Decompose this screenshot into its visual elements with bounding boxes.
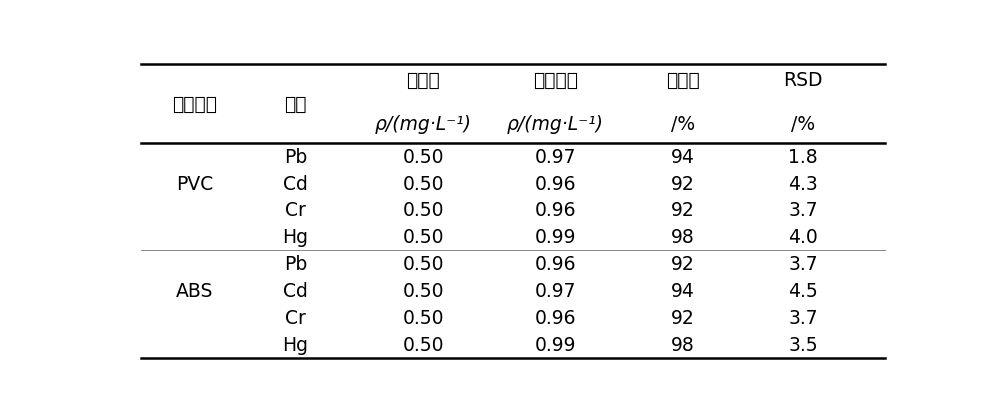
Text: 92: 92 — [671, 254, 695, 274]
Text: 0.50: 0.50 — [403, 201, 444, 220]
Text: 4.3: 4.3 — [788, 174, 818, 193]
Text: Hg: Hg — [283, 335, 308, 354]
Text: 0.96: 0.96 — [534, 308, 576, 327]
Text: 0.50: 0.50 — [403, 174, 444, 193]
Text: Cr: Cr — [285, 201, 306, 220]
Text: 4.5: 4.5 — [788, 281, 818, 300]
Text: 0.96: 0.96 — [534, 201, 576, 220]
Text: RSD: RSD — [783, 71, 823, 90]
Text: Pb: Pb — [284, 254, 307, 274]
Text: 0.99: 0.99 — [534, 228, 576, 247]
Text: Hg: Hg — [283, 228, 308, 247]
Text: 0.50: 0.50 — [403, 308, 444, 327]
Text: ρ/(mg·L⁻¹): ρ/(mg·L⁻¹) — [507, 115, 604, 134]
Text: 94: 94 — [671, 148, 695, 166]
Text: 3.5: 3.5 — [788, 335, 818, 354]
Text: 0.96: 0.96 — [534, 254, 576, 274]
Text: 3.7: 3.7 — [788, 201, 818, 220]
Text: 0.50: 0.50 — [403, 281, 444, 300]
Text: 0.96: 0.96 — [534, 174, 576, 193]
Text: Pb: Pb — [284, 148, 307, 166]
Text: 98: 98 — [671, 335, 695, 354]
Text: /%: /% — [791, 115, 815, 134]
Text: 0.97: 0.97 — [534, 281, 576, 300]
Text: ρ/(mg·L⁻¹): ρ/(mg·L⁻¹) — [375, 115, 472, 134]
Text: 0.50: 0.50 — [403, 228, 444, 247]
Text: PVC: PVC — [176, 174, 213, 193]
Text: ABS: ABS — [176, 281, 213, 300]
Text: 3.7: 3.7 — [788, 308, 818, 327]
Text: 94: 94 — [671, 281, 695, 300]
Text: Cd: Cd — [283, 174, 308, 193]
Text: /%: /% — [671, 115, 695, 134]
Text: 4.0: 4.0 — [788, 228, 818, 247]
Text: 98: 98 — [671, 228, 695, 247]
Text: 0.50: 0.50 — [403, 335, 444, 354]
Text: 测定总値: 测定总値 — [533, 71, 578, 90]
Text: 1.8: 1.8 — [788, 148, 818, 166]
Text: 92: 92 — [671, 308, 695, 327]
Text: 样品名称: 样品名称 — [172, 95, 217, 114]
Text: 0.99: 0.99 — [534, 335, 576, 354]
Text: 0.50: 0.50 — [403, 254, 444, 274]
Text: 0.97: 0.97 — [534, 148, 576, 166]
Text: 92: 92 — [671, 174, 695, 193]
Text: 92: 92 — [671, 201, 695, 220]
Text: 元素: 元素 — [284, 95, 307, 114]
Text: Cr: Cr — [285, 308, 306, 327]
Text: 回收率: 回收率 — [666, 71, 700, 90]
Text: Cd: Cd — [283, 281, 308, 300]
Text: 3.7: 3.7 — [788, 254, 818, 274]
Text: 0.50: 0.50 — [403, 148, 444, 166]
Text: 加标量: 加标量 — [406, 71, 440, 90]
